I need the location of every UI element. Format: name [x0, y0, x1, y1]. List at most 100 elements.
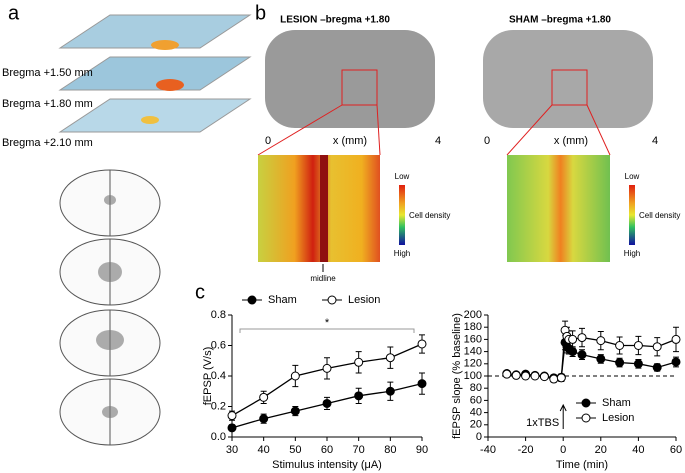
legend-marker [327, 295, 337, 305]
lesion-shading [96, 195, 124, 418]
colorbar-label: Low [395, 172, 410, 181]
colorbar [629, 185, 635, 245]
colorbar-label: Low [625, 172, 640, 181]
legend-marker [581, 398, 591, 408]
zoom-line [257, 104, 343, 156]
annotation-arrow [559, 403, 567, 429]
x-tick-label: 40 [258, 444, 270, 456]
hotspot [141, 116, 159, 124]
y-tick-label: 80 [470, 382, 482, 394]
legend-label: Sham [268, 294, 297, 306]
slice-image [265, 30, 435, 128]
marker [652, 362, 662, 372]
marker [596, 354, 606, 364]
marker [385, 386, 395, 396]
y-axis-label: fEPSP slope (% baseline) [451, 313, 463, 439]
slice [58, 98, 252, 133]
marker [633, 341, 643, 350]
roi-box [551, 69, 588, 106]
slice [58, 14, 252, 49]
colorbar [399, 185, 405, 245]
legend-label: Lesion [602, 412, 634, 424]
marker [502, 369, 512, 379]
significance-bracket [239, 328, 415, 333]
legend-marker [581, 413, 591, 423]
marker [577, 350, 587, 360]
marker [615, 358, 625, 368]
bregma-label: Bregma +2.10 mm [2, 137, 93, 149]
slice-image [483, 30, 653, 128]
x-tick-label: -20 [518, 444, 534, 456]
marker [259, 414, 269, 424]
heatmap [258, 155, 380, 262]
panel-label: a [8, 2, 20, 24]
y-tick-label: 140 [464, 346, 482, 358]
x-tick-label: 0 [265, 135, 271, 147]
bregma-label: Bregma +1.80 mm [2, 98, 93, 110]
marker [521, 371, 531, 381]
x-axis-label: x (mm) [554, 135, 588, 147]
roi-box [341, 69, 378, 106]
colorbar-label: High [394, 249, 410, 258]
x-tick-label: 40 [632, 444, 644, 456]
slice [58, 56, 252, 91]
x-tick-label: -40 [480, 444, 496, 456]
annotation: * [325, 317, 330, 329]
marker [671, 334, 681, 344]
marker [417, 379, 427, 389]
y-tick-label: 0 [476, 431, 482, 443]
y-tick-label: 0.0 [211, 431, 226, 443]
x-tick-label: 70 [353, 444, 365, 456]
y-tick-label: 0.6 [211, 339, 226, 351]
panel-label: c [195, 281, 205, 303]
atlas-sections [59, 169, 161, 446]
midline-label: midline [310, 274, 336, 283]
zoom-line [586, 104, 611, 156]
image-title: LESION –bregma +1.80 [280, 15, 390, 26]
x-axis-label: Time (min) [556, 459, 608, 471]
y-tick-label: 0.8 [211, 309, 226, 321]
x-tick-label: 4 [435, 135, 441, 147]
x-tick-label: 90 [416, 444, 428, 456]
midline-band [320, 155, 328, 262]
marker [227, 411, 237, 421]
marker [385, 353, 395, 363]
colorbar-label: High [624, 249, 640, 258]
panel-a: a Bregma +1.50 mm Bregma +1.80 mm Bregma… [2, 2, 252, 446]
annotation: 1xTBS [526, 417, 559, 429]
legend-label: Lesion [348, 294, 380, 306]
hotspot [151, 40, 179, 50]
legend-marker [247, 295, 257, 305]
y-tick-label: 160 [464, 333, 482, 345]
y-tick-label: 20 [470, 419, 482, 431]
marker [652, 342, 662, 352]
marker [596, 336, 606, 346]
y-tick-label: 120 [464, 358, 482, 370]
marker [417, 339, 427, 349]
marker [568, 334, 578, 344]
series-line [506, 330, 677, 380]
y-tick-label: 180 [464, 321, 482, 333]
colorbar-title: Cell density [409, 211, 450, 220]
heatmap [507, 155, 610, 262]
x-tick-label: 50 [289, 444, 301, 456]
hotspot [156, 79, 184, 91]
y-tick-label: 0.4 [211, 370, 226, 382]
x-tick-label: 20 [595, 444, 607, 456]
y-axis-label: fEPSP (V/s) [202, 347, 214, 405]
x-axis-label: Stimulus intensity (μA) [272, 459, 382, 471]
panel-b: b LESION –bregma +1.80 SHAM –bregma +1.8… [255, 2, 680, 283]
marker [568, 347, 578, 357]
marker [549, 374, 559, 384]
y-tick-label: 100 [464, 370, 482, 382]
x-tick-label: 0 [484, 135, 490, 147]
panel-label: b [255, 2, 266, 24]
marker [354, 391, 364, 401]
marker [354, 357, 364, 367]
image-title: SHAM –bregma +1.80 [509, 15, 611, 26]
marker [633, 359, 643, 369]
x-tick-label: 60 [321, 444, 333, 456]
y-tick-label: 60 [470, 394, 482, 406]
zoom-line [376, 104, 381, 156]
